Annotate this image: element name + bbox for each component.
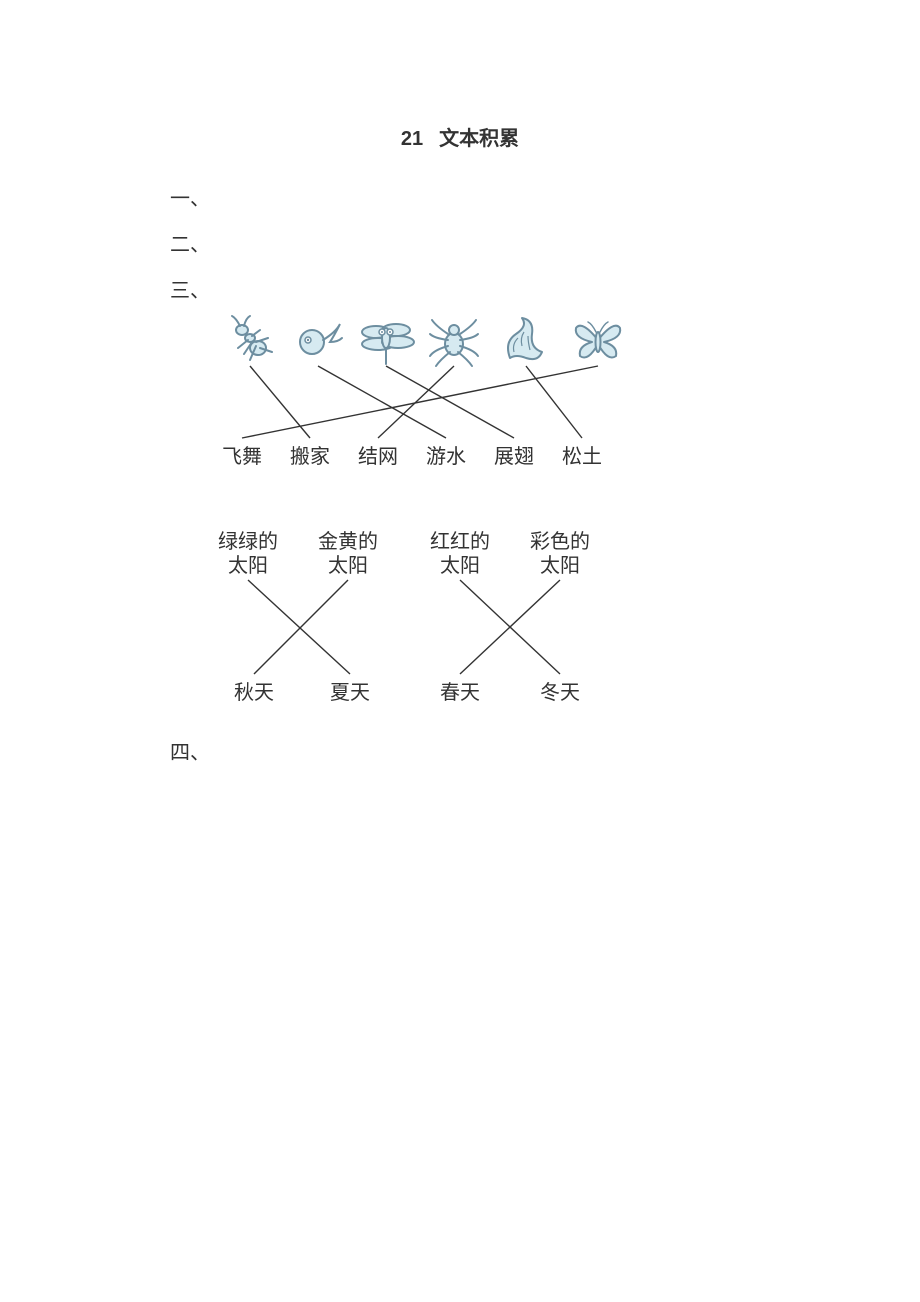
page-title: 21 文本积累 (0, 122, 920, 151)
diagram1-word: 结网 (358, 440, 398, 469)
diagram2-top-line1: 红红的 (410, 530, 510, 554)
section-1-label: 一、 (170, 182, 210, 211)
tadpole-icon (288, 312, 348, 368)
diagram2-top-item: 绿绿的太阳 (198, 530, 298, 578)
diagram1-word: 游水 (426, 440, 466, 469)
diagram2-bottom-item: 夏天 (330, 676, 370, 705)
diagram2-top-line2: 太阳 (198, 554, 298, 578)
section-4-label: 四、 (170, 736, 210, 765)
diagram2-top-item: 红红的太阳 (410, 530, 510, 578)
title-number: 21 (401, 128, 423, 150)
diagram1-word: 搬家 (290, 440, 330, 469)
diagram2-top-line1: 绿绿的 (198, 530, 298, 554)
section-2-label: 二、 (170, 228, 210, 257)
dragonfly-icon (356, 312, 416, 368)
diagram1-icons-row (210, 312, 690, 372)
diagram2-top-line2: 太阳 (298, 554, 398, 578)
diagram1-word: 松土 (562, 440, 602, 469)
diagram1-words-row: 飞舞搬家结网游水展翅松土 (210, 440, 690, 468)
diagram2-top-line2: 太阳 (410, 554, 510, 578)
diagram2-bottom-item: 秋天 (234, 676, 274, 705)
page: 21文本积累 一、 二、 三、 飞舞搬家结网游水展翅松土 绿绿的太阳金黄的太阳红… (0, 0, 920, 1302)
diagram1-word: 展翅 (494, 440, 534, 469)
diagram2-top-item: 彩色的太阳 (510, 530, 610, 578)
title-text: 文本积累 (439, 128, 519, 150)
diagram2-top-line1: 金黄的 (298, 530, 398, 554)
diagram2-top-item: 金黄的太阳 (298, 530, 398, 578)
matching-diagram-insects: 飞舞搬家结网游水展翅松土 (210, 312, 690, 482)
matching-diagram-seasons: 绿绿的太阳金黄的太阳红红的太阳彩色的太阳秋天夏天春天冬天 (200, 530, 680, 705)
diagram2-top-line2: 太阳 (510, 554, 610, 578)
diagram1-word: 飞舞 (222, 440, 262, 469)
diagram2-bottom-item: 春天 (440, 676, 480, 705)
spider-icon (424, 312, 484, 368)
earthworm-icon (496, 312, 556, 368)
diagram2-bottom-item: 冬天 (540, 676, 580, 705)
diagram2-top-line1: 彩色的 (510, 530, 610, 554)
butterfly-icon (568, 312, 628, 368)
ant-icon (220, 312, 280, 368)
section-3-label: 三、 (170, 274, 210, 303)
